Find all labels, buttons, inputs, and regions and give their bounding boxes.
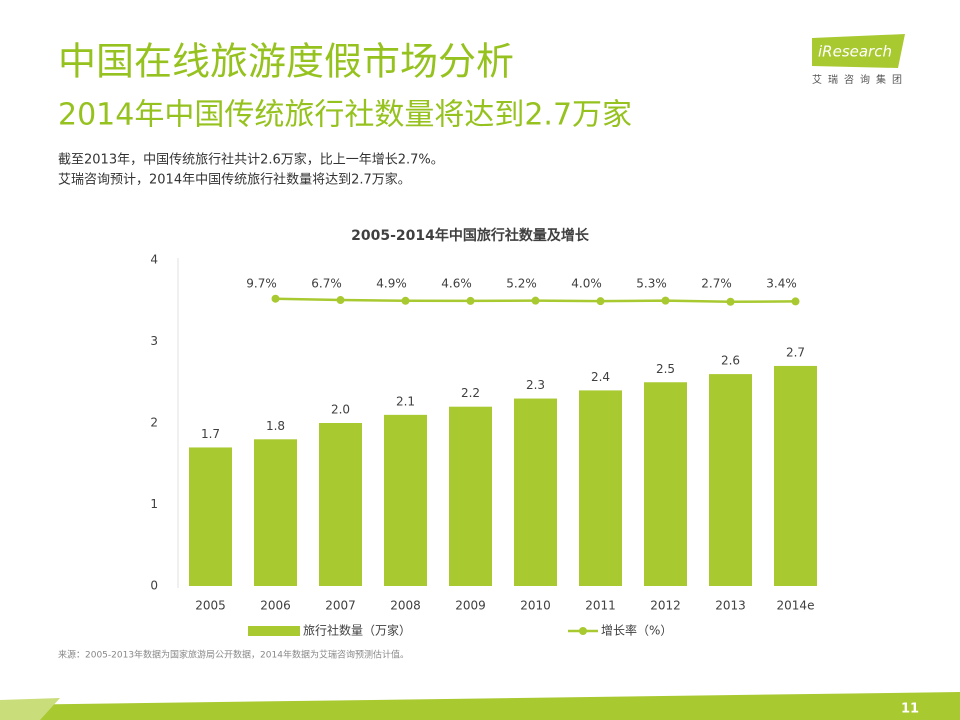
y-tick-label: 2 [150, 416, 158, 430]
legend-swatch [579, 627, 587, 635]
logo: iResearch [818, 43, 892, 61]
line-point [401, 296, 410, 305]
data-label: 5.3% [636, 277, 667, 291]
bar [709, 374, 752, 586]
data-label: 4.9% [376, 277, 407, 291]
x-tick-label: 2009 [455, 599, 486, 613]
line-point [726, 297, 735, 306]
data-label: 2.0 [331, 403, 350, 417]
data-label: 2.2 [461, 386, 480, 400]
data-label: 2.3 [526, 378, 545, 392]
x-tick-label: 2014e [777, 599, 815, 613]
source: 来源：2005-2013年数据为国家旅游局公开数据，2014年数据为艾瑞咨询预测… [58, 649, 409, 661]
x-tick-label: 2005 [195, 599, 226, 613]
line-point [791, 297, 800, 306]
y-tick-label: 1 [150, 497, 158, 511]
legend-label: 旅行社数量（万家） [303, 623, 411, 638]
data-label: 2.6 [721, 354, 740, 368]
data-label: 2.4 [591, 370, 610, 384]
x-tick-label: 2006 [260, 599, 291, 613]
y-tick-label: 0 [150, 579, 158, 593]
body-text: 截至2013年，中国传统旅行社共计2.6万家，比上一年增长2.7%。 [58, 152, 444, 168]
data-label: 2.7 [786, 345, 805, 359]
bar [514, 398, 557, 586]
data-label: 4.0% [571, 277, 602, 291]
x-tick-label: 2008 [390, 599, 421, 613]
logo-shape [812, 34, 905, 68]
x-tick-label: 2011 [585, 599, 616, 613]
legend-label: 增长率（%） [601, 623, 672, 638]
data-label: 6.7% [311, 277, 342, 291]
x-tick-label: 2013 [715, 599, 746, 613]
bar [449, 406, 492, 586]
y-tick-label: 3 [150, 334, 158, 348]
data-label: 3.4% [766, 277, 797, 291]
line-point [271, 294, 280, 303]
data-label: 5.2% [506, 277, 537, 291]
data-label: 4.6% [441, 277, 472, 291]
bar [774, 365, 817, 586]
bar [644, 382, 687, 586]
legend-swatch [248, 626, 300, 636]
line-point [531, 296, 540, 305]
data-label: 2.5 [656, 362, 675, 376]
data-label: 2.7% [701, 277, 732, 291]
page-number: 11 [901, 702, 919, 717]
data-label: 1.8 [266, 419, 285, 433]
line-point [466, 296, 475, 305]
x-tick-label: 2007 [325, 599, 356, 613]
slide-subtitle: 2014年中国传统旅行社数量将达到2.7万家 [58, 98, 632, 133]
slide-title: 中国在线旅游度假市场分析 [58, 40, 514, 84]
y-tick-label: 4 [150, 253, 158, 267]
line-point [661, 296, 670, 305]
data-label: 2.1 [396, 394, 415, 408]
bar [384, 414, 427, 586]
line-point [596, 297, 605, 306]
footer-accent [0, 698, 60, 720]
body-text: 艾瑞咨询预计，2014年中国传统旅行社数量将达到2.7万家。 [58, 172, 411, 188]
footer-band [0, 692, 960, 720]
data-label: 9.7% [246, 277, 277, 291]
data-label: 1.7 [201, 427, 220, 441]
x-tick-label: 2012 [650, 599, 681, 613]
x-tick-label: 2010 [520, 599, 551, 613]
bar [189, 447, 232, 586]
bar [319, 423, 362, 586]
bar [579, 390, 622, 586]
logo-sub: 艾瑞咨询集团 [812, 73, 902, 86]
bar [254, 439, 297, 586]
chart-title: 2005-2014年中国旅行社数量及增长 [351, 227, 590, 244]
line-point [336, 296, 345, 305]
